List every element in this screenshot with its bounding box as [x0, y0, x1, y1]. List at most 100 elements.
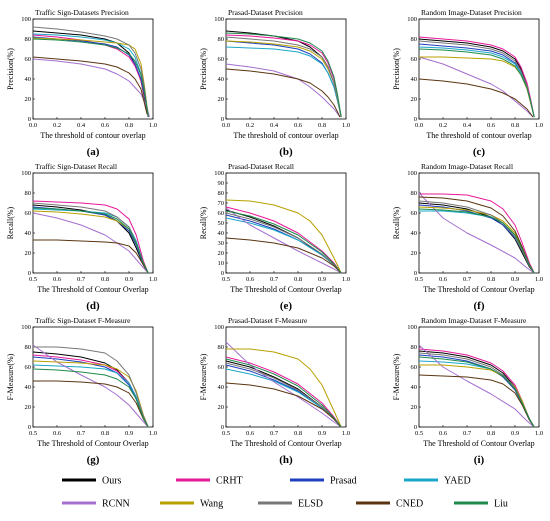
x-tick-label: 0.6 — [294, 122, 303, 129]
legend-item-yaed: YAED — [404, 476, 471, 487]
plot-frame — [225, 326, 347, 428]
chart-title: Prasad-Dataset Precision — [228, 8, 303, 17]
series-line-crht — [32, 200, 149, 274]
series-line-cned — [225, 68, 341, 118]
panel-label: (h) — [279, 454, 293, 466]
y-tick-label: 80 — [411, 190, 418, 197]
legend-item-rcnn: RCNN — [62, 499, 130, 510]
y-tick-label: 90 — [218, 180, 225, 187]
series-line-liu — [225, 358, 342, 428]
series-line-liu — [32, 207, 149, 274]
series-line-crht — [225, 206, 342, 274]
y-axis-label: Precision(%) — [6, 48, 15, 90]
y-tick-label: 80 — [25, 344, 32, 351]
y-tick-label: 0 — [221, 116, 224, 123]
y-axis-label: Recall(%) — [392, 206, 401, 239]
y-tick-label: 100 — [21, 170, 31, 177]
x-tick-label: 0.7 — [77, 276, 86, 283]
x-tick-label: 0.9 — [318, 430, 326, 437]
x-tick-label: 0.8 — [487, 430, 495, 437]
x-tick-label: 1.0 — [149, 276, 157, 283]
chart-panel-6: Random Image-Dataset Recall 0.5 0.6 0.7 0.8 0… — [392, 162, 543, 312]
y-axis-label: Precision(%) — [392, 48, 401, 90]
legend-item-liu: Liu — [454, 499, 508, 510]
x-tick-label: 1.0 — [342, 276, 350, 283]
y-tick-label: 60 — [25, 364, 32, 371]
x-tick-label: 0.6 — [101, 122, 110, 129]
chart-title: Prasad-Dataset F-Measure — [228, 316, 308, 325]
x-tick-label: 0.5 — [29, 430, 37, 437]
series-line-crht — [419, 193, 535, 274]
legend-label: RCNN — [102, 499, 130, 510]
x-axis-label: The Threshold of Contour Overlap — [230, 285, 341, 294]
x-tick-label: 0.6 — [246, 430, 255, 437]
y-axis-label: Recall(%) — [199, 206, 208, 239]
chart-title: Traffic Sign-Datasets Precision — [35, 8, 129, 17]
y-tick-label: 20 — [411, 96, 418, 103]
series-line-elsd — [33, 346, 149, 428]
chart-panel-1: Traffic Sign-Datasets Precision 0.0 0.2 0.4… — [6, 8, 157, 158]
y-tick-label: 40 — [25, 230, 32, 237]
y-tick-label: 40 — [218, 76, 225, 83]
chart-panel-8: Prasad-Dataset F-Measure 0.5 0.6 0.7 0.8 0.9 1… — [199, 316, 350, 466]
x-tick-label: 0.9 — [125, 276, 133, 283]
y-tick-label: 20 — [25, 250, 32, 257]
x-axis-label: The Threshold of Contour Overlap — [423, 439, 534, 448]
series-line-rcnn — [32, 212, 149, 274]
series-line-cned — [225, 382, 342, 428]
x-tick-label: 0.2 — [246, 122, 254, 129]
chart-panel-7: Traffic Sign-Dataset F-Measure 0.5 0.6 0.7 0… — [6, 316, 157, 466]
x-tick-label: 0.7 — [77, 430, 86, 437]
y-tick-label: 0 — [414, 270, 417, 277]
series-line-cned — [33, 239, 149, 274]
x-tick-label: 1.0 — [535, 276, 543, 283]
chart-title: Prasad-Dataset Recall — [228, 162, 294, 171]
y-tick-label: 60 — [411, 364, 418, 371]
series-line-rcnn — [418, 192, 535, 274]
series-line-liu — [225, 32, 342, 118]
legend-label: YAED — [444, 476, 471, 487]
series-line-ours — [32, 30, 149, 118]
series-line-rcnn — [225, 207, 342, 274]
series-line-wang — [32, 360, 149, 428]
series-line-liu — [418, 48, 535, 118]
x-axis-label: The Threshold of Contour Overlap — [37, 285, 148, 294]
y-tick-label: 0 — [221, 270, 224, 277]
y-tick-label: 80 — [25, 190, 32, 197]
x-tick-label: 0.7 — [463, 276, 472, 283]
plot-frame — [418, 326, 540, 428]
y-axis-label: Recall(%) — [6, 206, 15, 239]
y-axis-label: F-Measure(%) — [6, 353, 15, 400]
x-tick-label: 0.6 — [53, 276, 62, 283]
y-tick-label: 40 — [218, 384, 225, 391]
panel-label: (i) — [474, 454, 485, 466]
y-axis-label: Precision(%) — [199, 48, 208, 90]
y-tick-label: 100 — [407, 170, 417, 177]
series-line-yaed — [225, 46, 342, 118]
x-tick-label: 0.8 — [487, 276, 495, 283]
y-tick-label: 60 — [411, 210, 418, 217]
x-tick-label: 0.9 — [511, 276, 519, 283]
x-tick-label: 0.9 — [511, 430, 519, 437]
y-tick-label: 40 — [411, 76, 418, 83]
x-tick-label: 0.4 — [270, 122, 279, 129]
x-tick-label: 0.6 — [439, 276, 448, 283]
y-tick-label: 0 — [414, 116, 417, 123]
series-line-cned — [418, 374, 535, 428]
legend-item-ours: Ours — [62, 476, 122, 487]
panel-label: (d) — [86, 300, 100, 312]
series-line-cned — [33, 380, 149, 428]
legend-item-crht: CRHT — [176, 476, 243, 487]
plot-frame — [418, 172, 540, 274]
chart-panel-4: Traffic Sign-Dataset Recall 0.5 0.6 0.7 0.8 0… — [6, 162, 157, 312]
x-tick-label: 0.9 — [125, 430, 133, 437]
x-tick-label: 0.5 — [415, 276, 423, 283]
y-axis-label: F-Measure(%) — [199, 353, 208, 400]
x-tick-label: 0.5 — [29, 276, 37, 283]
chart-panel-3: Random Image-Dataset Precision 0.0 0.2 0.4 0… — [392, 8, 543, 158]
x-axis-label: The Threshold of Contour Overlap — [230, 439, 341, 448]
legend: Ours CRHT Prasad YAED RCNN Wang ELSD CNED Liu — [62, 476, 508, 510]
y-tick-label: 80 — [411, 36, 418, 43]
y-tick-label: 100 — [407, 324, 417, 331]
